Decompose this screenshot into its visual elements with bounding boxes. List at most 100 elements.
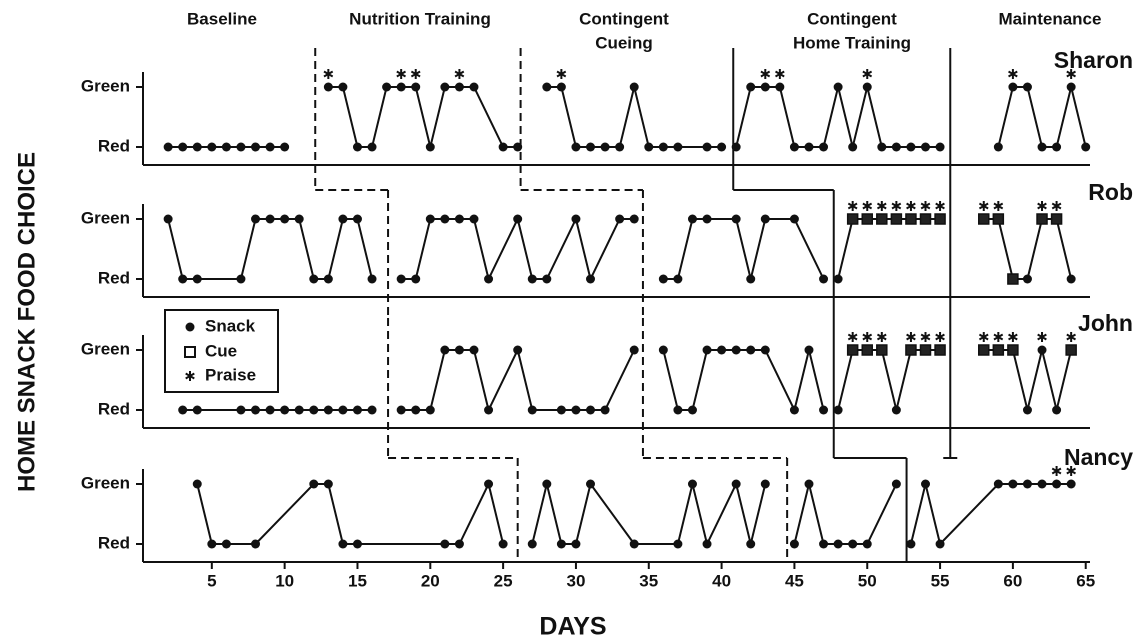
phase-label: Contingent bbox=[807, 9, 897, 28]
snack-point bbox=[556, 82, 566, 92]
cue-mark bbox=[846, 344, 859, 356]
snack-point bbox=[848, 142, 858, 152]
data-line bbox=[401, 216, 635, 282]
snack-point bbox=[629, 82, 639, 92]
x-tick-label: 35 bbox=[639, 571, 658, 590]
snack-point bbox=[586, 479, 596, 489]
x-tick-label: 50 bbox=[858, 571, 877, 590]
cue-mark bbox=[919, 344, 932, 356]
snack-point bbox=[833, 274, 843, 284]
y-tick-label: Green bbox=[81, 76, 130, 95]
x-tick-label: 5 bbox=[207, 571, 216, 590]
snack-point bbox=[454, 539, 464, 549]
x-tick-label: 30 bbox=[566, 571, 585, 590]
snack-point bbox=[731, 214, 741, 224]
cue-mark bbox=[890, 213, 903, 225]
snack-point bbox=[542, 82, 552, 92]
snack-point bbox=[658, 142, 668, 152]
y-tick-label: Red bbox=[98, 268, 130, 287]
cue-mark bbox=[846, 213, 859, 225]
praise-mark bbox=[1037, 201, 1047, 211]
snack-point bbox=[1066, 274, 1076, 284]
x-tick-label: 10 bbox=[275, 571, 294, 590]
snack-point bbox=[425, 142, 435, 152]
snack-point bbox=[848, 539, 858, 549]
snack-point bbox=[819, 274, 829, 284]
snack-point bbox=[338, 539, 348, 549]
praise-mark bbox=[978, 201, 989, 211]
snack-point bbox=[294, 405, 304, 415]
snack-point bbox=[352, 142, 362, 152]
snack-point bbox=[804, 345, 814, 355]
snack-point bbox=[440, 214, 450, 224]
snack-point bbox=[673, 405, 683, 415]
praise-mark bbox=[1008, 332, 1018, 342]
snack-point bbox=[658, 274, 668, 284]
y-tick-label: Green bbox=[81, 208, 130, 227]
praise-mark bbox=[1051, 201, 1062, 211]
snack-point bbox=[251, 405, 261, 415]
cue-mark bbox=[992, 344, 1005, 356]
snack-point bbox=[309, 479, 319, 489]
praise-mark bbox=[847, 332, 858, 342]
snack-point bbox=[1037, 345, 1047, 355]
snack-point bbox=[993, 142, 1003, 152]
snack-point bbox=[1022, 405, 1032, 415]
snack-point bbox=[658, 345, 668, 355]
x-tick-label: 65 bbox=[1076, 571, 1095, 590]
data-line bbox=[401, 347, 636, 413]
snack-point bbox=[527, 539, 537, 549]
snack-point bbox=[251, 214, 261, 224]
snack-point bbox=[600, 405, 610, 415]
praise-mark bbox=[323, 69, 334, 79]
snack-point bbox=[440, 82, 450, 92]
snack-point bbox=[760, 479, 770, 489]
snack-point bbox=[629, 345, 639, 355]
snack-point bbox=[586, 405, 596, 415]
snack-point bbox=[1022, 274, 1032, 284]
snack-point bbox=[454, 214, 464, 224]
legend-praise-symbol bbox=[185, 371, 195, 381]
cue-mark bbox=[1007, 273, 1019, 285]
snack-point bbox=[687, 479, 697, 489]
snack-point bbox=[819, 142, 829, 152]
data-line bbox=[328, 86, 518, 148]
legend-label: Snack bbox=[205, 316, 256, 335]
snack-point bbox=[615, 142, 625, 152]
snack-point bbox=[338, 214, 348, 224]
snack-point bbox=[804, 479, 814, 489]
cue-mark bbox=[934, 213, 946, 225]
snack-point bbox=[731, 345, 741, 355]
snack-point bbox=[251, 142, 261, 152]
snack-point bbox=[352, 539, 362, 549]
snack-point bbox=[367, 274, 377, 284]
snack-point bbox=[571, 214, 581, 224]
data-line bbox=[662, 349, 825, 413]
snack-point bbox=[542, 274, 552, 284]
phase-label: Baseline bbox=[187, 9, 257, 28]
snack-point bbox=[163, 214, 173, 224]
snack-point bbox=[192, 274, 202, 284]
cue-mark bbox=[1007, 344, 1019, 356]
snack-point bbox=[556, 539, 566, 549]
legend-box bbox=[164, 309, 279, 393]
praise-mark bbox=[1051, 466, 1062, 476]
x-tick-label: 15 bbox=[348, 571, 367, 590]
snack-point bbox=[789, 142, 799, 152]
snack-point bbox=[411, 274, 421, 284]
snack-point bbox=[993, 479, 1003, 489]
x-tick-label: 40 bbox=[712, 571, 731, 590]
snack-point bbox=[280, 405, 290, 415]
snack-point bbox=[469, 345, 479, 355]
snack-point bbox=[644, 142, 654, 152]
snack-point bbox=[615, 214, 625, 224]
snack-point bbox=[775, 82, 785, 92]
snack-point bbox=[629, 539, 639, 549]
snack-point bbox=[221, 142, 231, 152]
snack-point bbox=[600, 142, 610, 152]
snack-point bbox=[833, 82, 843, 92]
snack-point bbox=[789, 405, 799, 415]
snack-point bbox=[440, 345, 450, 355]
cue-mark bbox=[861, 344, 873, 356]
snack-point bbox=[484, 274, 494, 284]
